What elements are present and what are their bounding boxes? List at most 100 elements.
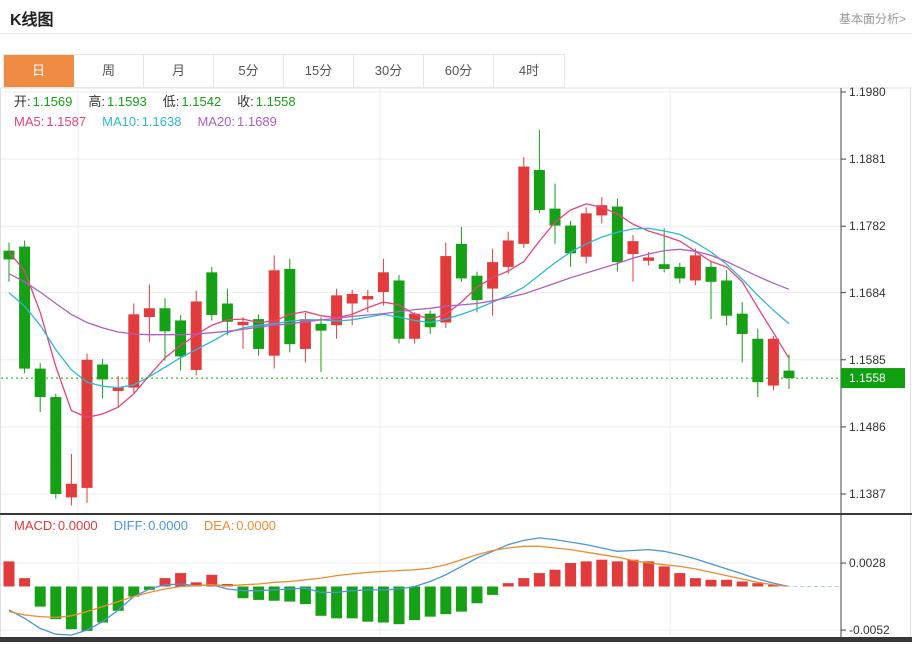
macd-bar-down [237,586,249,599]
candle-body-down [206,272,218,316]
macd-bar-down [128,586,140,597]
candle-body-up [331,295,343,326]
macd-bar-down [362,586,374,622]
candle-body-up [502,240,514,267]
current-price-tag [841,368,905,389]
macd-bar-down [284,586,296,602]
candle-body-down [533,169,545,210]
tab-hour4[interactable]: 4时 [494,55,564,87]
macd-bar-up [689,578,701,587]
macd-bar-down [315,586,327,616]
candle-body-up [190,301,202,370]
macd-bar-up [190,582,202,587]
macd-bar-up [518,578,530,587]
candle-body-up [409,313,421,339]
macd-bar-up [705,579,717,587]
candle-body-down [34,368,46,398]
candle-body-up [346,294,358,304]
tab-week[interactable]: 周 [74,55,144,87]
candle-body-down [284,268,296,345]
candle-body-up [112,387,124,391]
macd-bar-up [502,583,514,587]
tab-min15[interactable]: 15分 [284,55,354,87]
candle-body-down [611,206,623,263]
candle-body-up [596,205,608,216]
macd-bar-up [736,581,748,587]
candle-body-down [253,319,265,349]
macd-bar-down [331,586,343,619]
chart-plot-area[interactable] [1,129,841,636]
macd-bar-down [81,586,93,631]
tab-min30[interactable]: 30分 [354,55,424,87]
diff-line [8,537,790,636]
candle-body-up [299,319,311,349]
candle-body-up [643,257,655,261]
candle-body-down [565,225,577,254]
candle-body-down [175,320,187,357]
candle-body-up [268,270,280,356]
macd-bar-up [175,573,187,587]
candle-body-down [50,397,62,494]
candle-body-down [221,303,233,322]
candle-body-up [237,321,249,326]
candle-body-up [767,338,779,386]
candle-body-down [549,208,561,226]
candle-body-down [159,308,171,332]
candle-body-up [627,241,639,255]
macd-bar-up [674,573,686,587]
candle-body-down [783,370,795,379]
candle-body-up [362,296,374,300]
tab-month[interactable]: 月 [144,55,214,87]
macd-bar-down [253,586,265,600]
bottom-bar [0,637,912,642]
ma5-line [8,203,790,419]
candle-body-down [658,264,670,269]
fundamental-analysis-link[interactable]: 基本面分析> [838,12,906,26]
candle-body-down [721,280,733,316]
macd-bar-up [752,583,764,587]
macd-bar-up [549,569,561,587]
macd-bar-down [487,586,499,595]
candle-body-up [487,262,499,289]
candle-body-down [752,338,764,383]
title-divider [0,33,912,34]
macd-bar-down [393,586,405,625]
macd-bar-up [627,559,639,587]
candle-body-down [424,313,436,328]
ma10-line [8,227,790,389]
candle-body-up [689,255,701,281]
candle-body-down [705,266,717,282]
tab-min5[interactable]: 5分 [214,55,284,87]
macd-bar-down [50,586,62,620]
macd-bar-down [471,586,483,604]
candle-body-down [19,246,31,369]
tab-day[interactable]: 日 [4,55,74,87]
candle-body-up [143,308,155,318]
candle-body-up [65,483,77,498]
candle-body-up [518,166,530,244]
candle-body-up [377,272,389,292]
macd-bar-up [533,573,545,587]
candle-body-down [455,243,467,279]
macd-bar-down [112,586,124,611]
candle-body-down [393,280,405,339]
macd-bar-down [268,586,280,601]
dea-line [8,545,790,619]
candle-body-down [736,313,748,335]
candle-body-down [674,266,686,279]
candle-body-up [440,256,452,323]
macd-bar-up [565,563,577,587]
macd-bar-down [34,586,46,607]
macd-bar-up [611,561,623,587]
macd-bar-down [424,586,436,617]
candle-body-up [81,359,93,488]
macd-bar-up [159,578,171,587]
candle-body-down [315,323,327,331]
macd-bar-down [409,586,421,620]
candle-body-down [97,364,109,380]
macd-bar-up [643,561,655,587]
macd-bar-down [65,586,77,630]
page-title: K线图 [10,12,54,29]
tab-min60[interactable]: 60分 [424,55,494,87]
